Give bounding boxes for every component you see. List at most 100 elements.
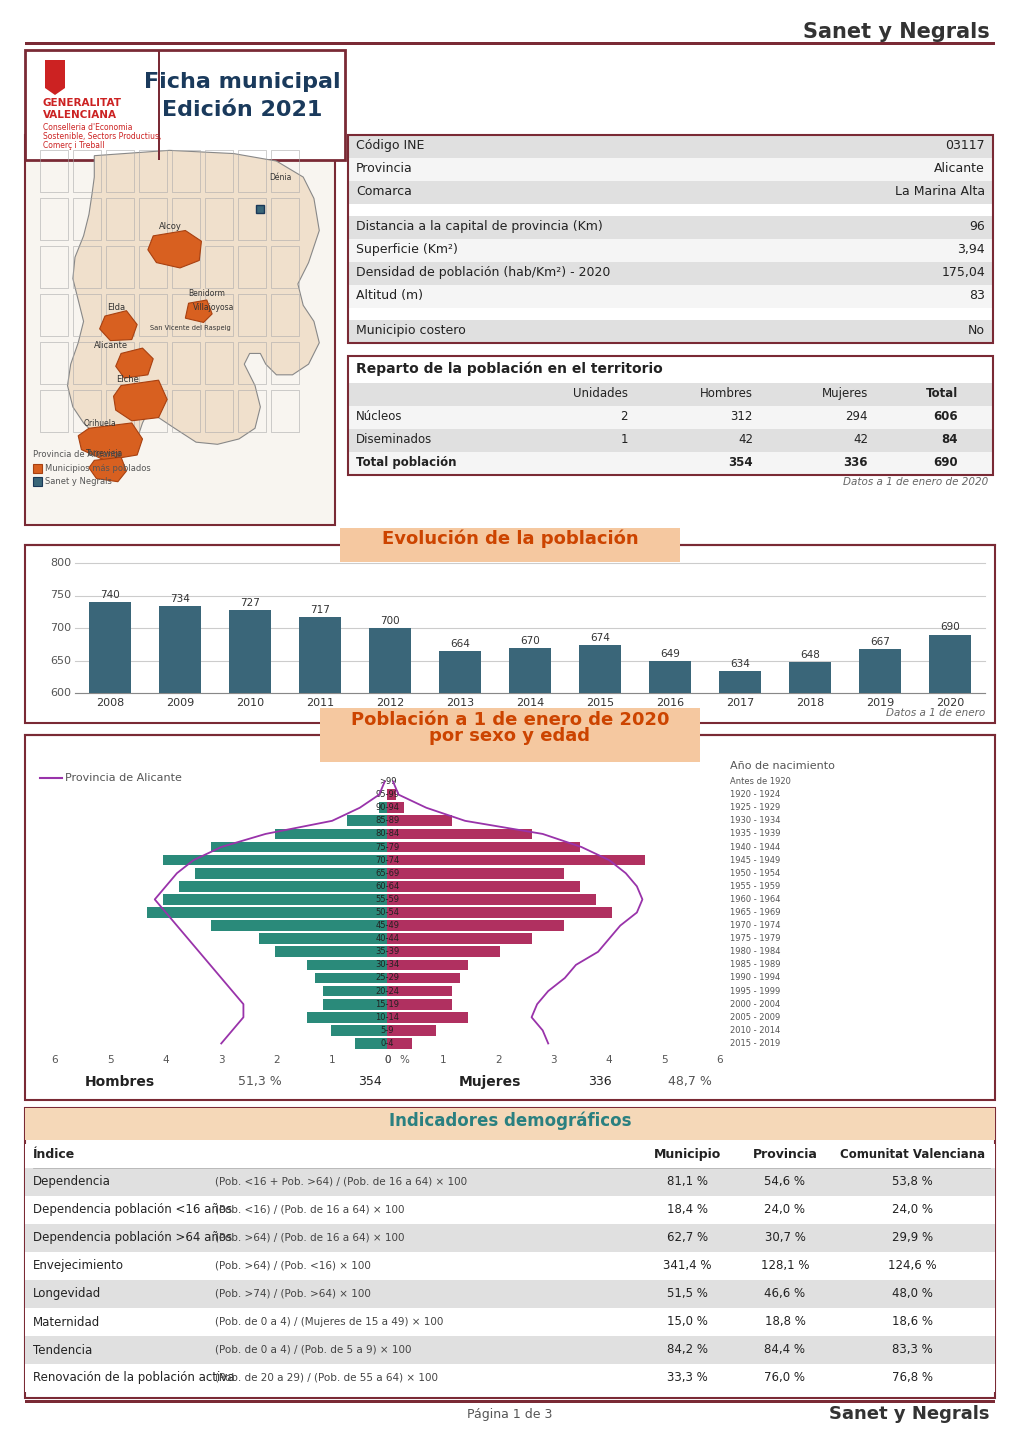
Text: (Pob. de 0 a 4) / (Pob. de 5 a 9) × 100: (Pob. de 0 a 4) / (Pob. de 5 a 9) × 100	[215, 1345, 411, 1355]
Text: Sanet y Negrals: Sanet y Negrals	[828, 1405, 989, 1423]
Text: 15-19: 15-19	[375, 1000, 399, 1009]
Bar	[25, 545, 994, 723]
Text: 83,3 %: 83,3 %	[892, 1343, 932, 1356]
Text: Unidades: Unidades	[573, 387, 628, 400]
Text: Datos a 1 de enero: Datos a 1 de enero	[884, 709, 984, 719]
Text: (Pob. <16) / (Pob. de 16 a 64) × 100: (Pob. <16) / (Pob. de 16 a 64) × 100	[215, 1205, 405, 1215]
Bar	[347, 356, 993, 475]
Text: (Pob. >64) / (Pob. <16) × 100: (Pob. >64) / (Pob. <16) × 100	[215, 1261, 371, 1271]
Bar	[347, 157, 993, 180]
Text: 664: 664	[449, 639, 470, 649]
Text: 124,6 %: 124,6 %	[888, 1260, 935, 1273]
Bar	[25, 1224, 994, 1253]
Bar	[387, 960, 468, 970]
Text: 294: 294	[845, 410, 867, 423]
Text: 4: 4	[605, 1055, 611, 1065]
Bar	[347, 286, 993, 307]
Text: (Pob. <16 + Pob. >64) / (Pob. de 16 a 64) × 100: (Pob. <16 + Pob. >64) / (Pob. de 16 a 64…	[215, 1177, 467, 1188]
Text: 45-49: 45-49	[375, 921, 399, 931]
Text: 1: 1	[439, 1055, 445, 1065]
Text: 55-59: 55-59	[375, 895, 399, 903]
Text: 175,04: 175,04	[941, 266, 984, 278]
Text: (Pob. de 20 a 29) / (Pob. de 55 a 64) × 100: (Pob. de 20 a 29) / (Pob. de 55 a 64) × …	[215, 1372, 437, 1382]
Text: 70-74: 70-74	[375, 856, 399, 864]
Bar	[387, 986, 451, 997]
Bar	[195, 867, 387, 879]
Text: 62,7 %: 62,7 %	[666, 1231, 707, 1244]
Bar	[387, 973, 460, 983]
Text: 1950 - 1954: 1950 - 1954	[730, 869, 780, 877]
Text: 690: 690	[932, 456, 957, 469]
Text: 24,0 %: 24,0 %	[892, 1203, 932, 1216]
Text: 700: 700	[380, 616, 399, 626]
Text: 0-4: 0-4	[380, 1039, 394, 1048]
Bar	[347, 405, 993, 429]
Bar	[347, 263, 993, 286]
Text: Tendencia: Tendencia	[33, 1343, 92, 1356]
Text: (Pob. >64) / (Pob. de 16 a 64) × 100: (Pob. >64) / (Pob. de 16 a 64) × 100	[215, 1232, 405, 1242]
Text: VALENCIANA: VALENCIANA	[43, 110, 117, 120]
Text: Elche: Elche	[115, 375, 139, 384]
Text: Reparto de la población en el territorio: Reparto de la población en el territorio	[356, 361, 662, 375]
Bar	[347, 382, 993, 405]
Text: 84: 84	[941, 433, 957, 446]
Text: 2010: 2010	[235, 698, 264, 709]
Text: 2020: 2020	[935, 698, 963, 709]
Text: 76,0 %: 76,0 %	[764, 1371, 805, 1384]
Text: 84,4 %: 84,4 %	[764, 1343, 805, 1356]
Text: Dependencia población <16 años: Dependencia población <16 años	[33, 1203, 232, 1216]
Text: Municipio costero: Municipio costero	[356, 325, 466, 338]
Text: 1995 - 1999: 1995 - 1999	[730, 987, 780, 996]
Bar	[347, 136, 993, 343]
Bar	[379, 802, 387, 812]
Polygon shape	[67, 150, 319, 450]
Text: 85-89: 85-89	[375, 817, 399, 825]
Text: GENERALITAT: GENERALITAT	[43, 98, 122, 108]
Text: 1925 - 1929: 1925 - 1929	[730, 804, 780, 812]
Text: Distancia a la capital de provincia (Km): Distancia a la capital de provincia (Km)	[356, 219, 602, 232]
Text: 03117: 03117	[945, 139, 984, 152]
Text: 312: 312	[730, 410, 752, 423]
Text: 1940 - 1944: 1940 - 1944	[730, 843, 780, 851]
Text: Página 1 de 3: Página 1 de 3	[467, 1408, 552, 1421]
Bar	[718, 671, 760, 693]
Text: 0: 0	[384, 1055, 390, 1065]
Text: Elda: Elda	[107, 303, 125, 312]
Text: 750: 750	[50, 590, 71, 600]
Polygon shape	[78, 423, 143, 460]
Bar	[387, 880, 580, 892]
Text: Maternidad: Maternidad	[33, 1316, 100, 1329]
Bar	[229, 610, 271, 693]
Bar	[25, 1108, 994, 1398]
Text: 84,2 %: 84,2 %	[666, 1343, 707, 1356]
Bar	[158, 51, 160, 160]
Bar	[331, 1025, 387, 1036]
Text: 48,7 %: 48,7 %	[667, 1075, 711, 1088]
Text: 650: 650	[50, 655, 71, 665]
Text: Sanet y Negrals: Sanet y Negrals	[45, 478, 112, 486]
Text: 2010 - 2014: 2010 - 2014	[730, 1026, 780, 1035]
Bar	[387, 867, 564, 879]
Text: >99: >99	[378, 776, 395, 786]
Text: Total: Total	[925, 387, 957, 400]
Text: 2: 2	[620, 410, 628, 423]
Bar	[307, 960, 387, 970]
Bar	[256, 205, 264, 214]
Text: 20-24: 20-24	[375, 987, 399, 996]
Bar	[347, 429, 993, 452]
Bar	[159, 606, 201, 693]
Text: Altitud (m): Altitud (m)	[356, 289, 423, 302]
Bar	[928, 635, 970, 693]
Bar	[387, 828, 532, 840]
Bar	[339, 528, 680, 561]
Text: Dependencia: Dependencia	[33, 1176, 111, 1189]
Polygon shape	[115, 348, 153, 378]
Text: 3: 3	[218, 1055, 224, 1065]
Bar	[387, 815, 451, 827]
Text: 1930 - 1934: 1930 - 1934	[730, 817, 780, 825]
Text: San Vicente del Raspeig: San Vicente del Raspeig	[150, 325, 230, 330]
Text: Provincia de Alicante: Provincia de Alicante	[33, 450, 121, 459]
Text: 1990 - 1994: 1990 - 1994	[730, 974, 780, 983]
Bar	[25, 136, 334, 525]
Bar	[211, 841, 387, 853]
